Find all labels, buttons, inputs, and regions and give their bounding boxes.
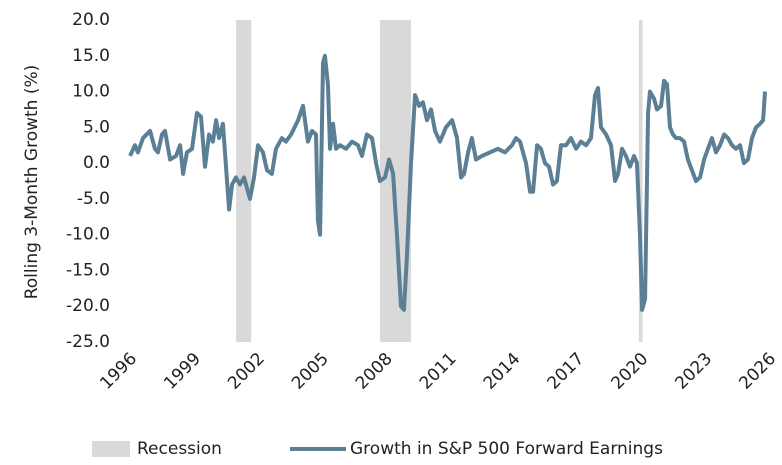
x-tick-label: 2002	[224, 349, 269, 394]
x-tick-label: 1999	[160, 349, 205, 394]
y-tick-label: -10.0	[66, 225, 110, 245]
y-tick-label: 20.0	[72, 10, 110, 30]
data-line	[128, 53, 767, 312]
y-axis-label: Rolling 3-Month Growth (%)	[22, 65, 42, 300]
x-tick-label: 2020	[608, 349, 653, 394]
y-tick-label: -15.0	[66, 260, 110, 280]
x-tick-label: 2008	[352, 349, 397, 394]
x-tick-label: 2011	[416, 349, 461, 394]
y-tick-label: 5.0	[83, 117, 110, 137]
y-tick-label: -25.0	[66, 332, 110, 352]
y-tick-label: 10.0	[72, 82, 110, 102]
x-tick-label: 2026	[735, 349, 780, 394]
x-tick-label: 2017	[544, 349, 589, 394]
x-tick-label: 1996	[96, 349, 141, 394]
y-tick-label: 15.0	[72, 46, 110, 66]
x-tick-label: 2005	[288, 349, 333, 394]
x-tick-label: 2014	[480, 349, 525, 394]
legend-label: Recession	[137, 439, 222, 459]
y-tick-label: -5.0	[77, 189, 110, 209]
legend-swatch	[92, 441, 130, 457]
y-tick-label: 0.0	[83, 153, 110, 173]
recession-band	[638, 20, 643, 342]
y-tick-label: -20.0	[66, 296, 110, 316]
legend-label: Growth in S&P 500 Forward Earnings	[350, 439, 663, 459]
x-tick-label: 2023	[671, 349, 716, 394]
